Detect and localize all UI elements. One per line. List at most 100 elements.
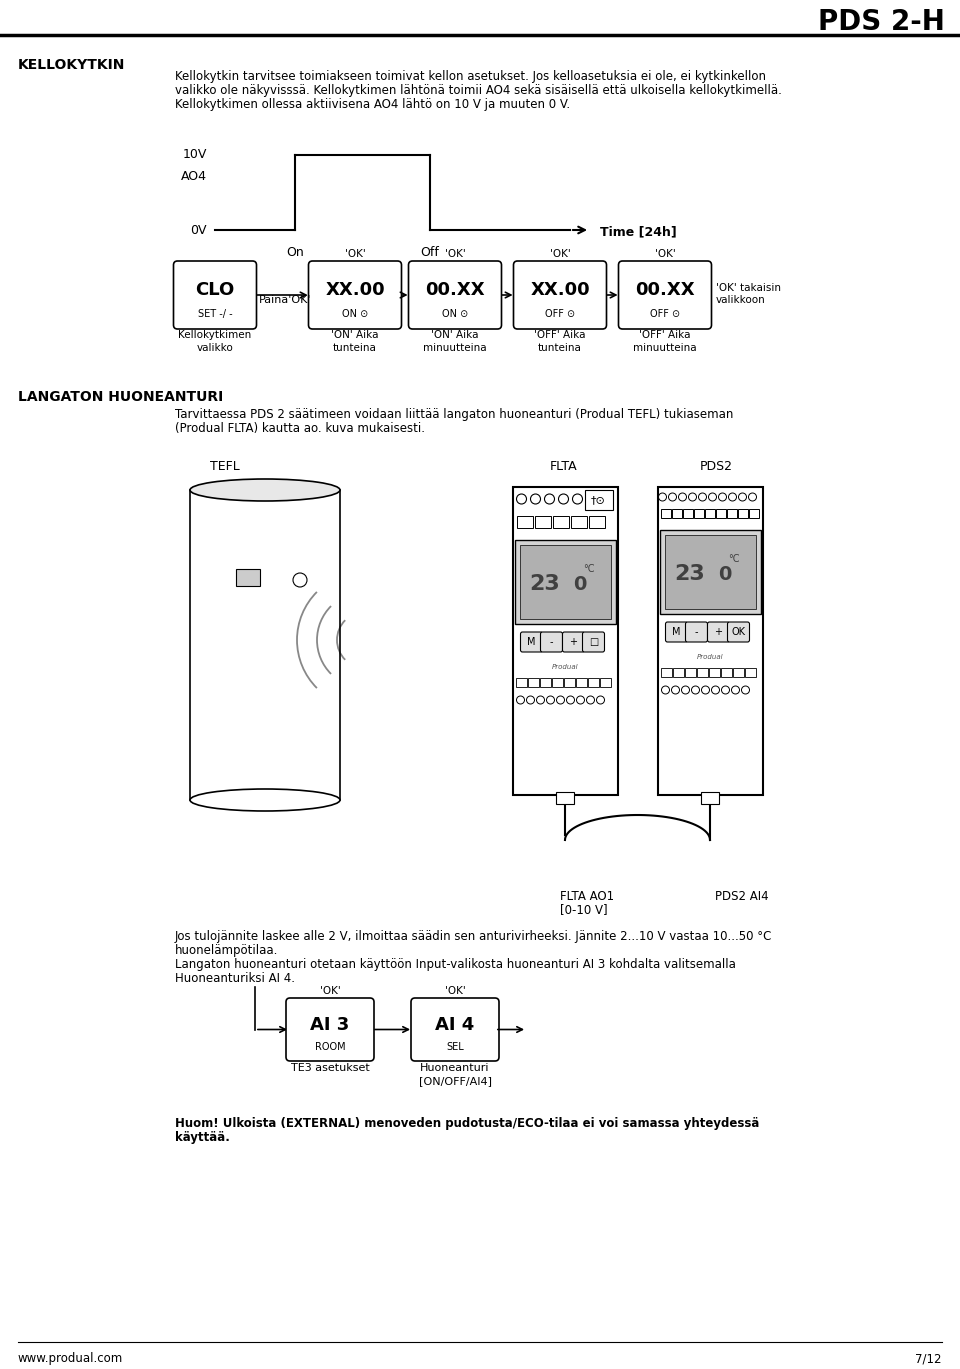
Text: Tarvittaessa PDS 2 säätimeen voidaan liittää langaton huoneanturi (Produal TEFL): Tarvittaessa PDS 2 säätimeen voidaan lii… <box>175 408 733 422</box>
FancyBboxPatch shape <box>600 678 611 686</box>
FancyBboxPatch shape <box>749 508 759 517</box>
Text: AI 4: AI 4 <box>436 1016 474 1034</box>
FancyBboxPatch shape <box>685 668 696 676</box>
FancyBboxPatch shape <box>514 261 607 329</box>
Text: 'OK': 'OK' <box>655 249 676 259</box>
FancyBboxPatch shape <box>661 668 672 676</box>
Text: 'OK': 'OK' <box>444 249 466 259</box>
FancyBboxPatch shape <box>564 678 575 686</box>
FancyBboxPatch shape <box>174 261 256 329</box>
Text: TE3 asetukset: TE3 asetukset <box>291 1062 370 1073</box>
FancyBboxPatch shape <box>286 998 374 1061</box>
FancyBboxPatch shape <box>683 508 693 517</box>
FancyBboxPatch shape <box>409 261 501 329</box>
FancyBboxPatch shape <box>664 535 756 609</box>
Text: 0: 0 <box>573 575 587 594</box>
Text: Produal: Produal <box>697 654 723 660</box>
FancyBboxPatch shape <box>708 622 730 642</box>
FancyBboxPatch shape <box>673 668 684 676</box>
Text: Jos tulojännite laskee alle 2 V, ilmoittaa säädin sen anturivirheeksi. Jännite 2: Jos tulojännite laskee alle 2 V, ilmoitt… <box>175 930 773 943</box>
Ellipse shape <box>190 789 340 810</box>
FancyBboxPatch shape <box>588 678 599 686</box>
FancyBboxPatch shape <box>570 516 587 528</box>
FancyBboxPatch shape <box>563 632 585 652</box>
Text: Huoneanturi: Huoneanturi <box>420 1062 490 1073</box>
Text: ROOM: ROOM <box>315 1042 346 1053</box>
Text: °C: °C <box>583 564 594 574</box>
FancyBboxPatch shape <box>705 508 715 517</box>
Text: PDS2: PDS2 <box>700 460 733 474</box>
Text: -: - <box>695 627 698 637</box>
Text: FLTA: FLTA <box>550 460 578 474</box>
FancyBboxPatch shape <box>308 261 401 329</box>
FancyBboxPatch shape <box>709 668 720 676</box>
Text: AI 3: AI 3 <box>310 1016 349 1034</box>
FancyBboxPatch shape <box>411 998 499 1061</box>
FancyBboxPatch shape <box>515 539 615 624</box>
Text: ON ⊙: ON ⊙ <box>442 309 468 319</box>
Text: 'OK': 'OK' <box>320 986 341 997</box>
Text: OFF ⊙: OFF ⊙ <box>545 309 575 319</box>
FancyBboxPatch shape <box>588 516 605 528</box>
Text: 23: 23 <box>529 574 560 594</box>
Text: †⊙: †⊙ <box>591 496 606 505</box>
Text: SET -/ -: SET -/ - <box>198 309 232 319</box>
Text: 'OK' takaisin: 'OK' takaisin <box>715 283 780 293</box>
Text: 00.XX: 00.XX <box>636 281 695 300</box>
Text: Huom! Ulkoista (EXTERNAL) menoveden pudotusta/ECO-tilaa ei voi samassa yhteydess: Huom! Ulkoista (EXTERNAL) menoveden pudo… <box>175 1117 759 1129</box>
FancyBboxPatch shape <box>716 508 726 517</box>
Text: käyttää.: käyttää. <box>175 1131 229 1144</box>
Text: LANGATON HUONEANTURI: LANGATON HUONEANTURI <box>18 390 224 404</box>
Text: valikko: valikko <box>197 344 233 353</box>
FancyBboxPatch shape <box>665 622 687 642</box>
Text: Langaton huoneanturi otetaan käyttöön Input-valikosta huoneanturi AI 3 kohdalta : Langaton huoneanturi otetaan käyttöön In… <box>175 958 736 971</box>
FancyBboxPatch shape <box>701 793 719 804</box>
FancyBboxPatch shape <box>585 490 612 511</box>
Text: TEFL: TEFL <box>210 460 240 474</box>
Text: 7/12: 7/12 <box>916 1353 942 1365</box>
Text: Kellokytkin tarvitsee toimiakseen toimivat kellon asetukset. Jos kelloasetuksia : Kellokytkin tarvitsee toimiakseen toimiv… <box>175 70 766 84</box>
Text: [ON/OFF/AI4]: [ON/OFF/AI4] <box>419 1076 492 1086</box>
FancyBboxPatch shape <box>618 261 711 329</box>
FancyBboxPatch shape <box>236 570 260 586</box>
Text: PDS 2-H: PDS 2-H <box>818 8 945 36</box>
FancyBboxPatch shape <box>513 487 617 795</box>
Text: OK: OK <box>732 627 746 637</box>
Ellipse shape <box>190 479 340 501</box>
FancyBboxPatch shape <box>733 668 744 676</box>
Text: Produal: Produal <box>552 664 578 669</box>
Text: Kellokytkimen: Kellokytkimen <box>179 330 252 340</box>
FancyBboxPatch shape <box>576 678 587 686</box>
FancyBboxPatch shape <box>540 632 563 652</box>
Text: 'ON' Aika: 'ON' Aika <box>331 330 379 340</box>
FancyBboxPatch shape <box>519 545 611 619</box>
Text: valikko ole näkyvisssä. Kellokytkimen lähtönä toimii AO4 sekä sisäisellä että ul: valikko ole näkyvisssä. Kellokytkimen lä… <box>175 84 781 97</box>
Polygon shape <box>190 490 340 799</box>
Text: 'OK': 'OK' <box>345 249 366 259</box>
Text: Off: Off <box>420 246 440 259</box>
FancyBboxPatch shape <box>728 622 750 642</box>
Text: AO4: AO4 <box>181 171 207 183</box>
Text: ON ⊙: ON ⊙ <box>342 309 368 319</box>
FancyBboxPatch shape <box>685 622 708 642</box>
Text: 'ON' Aika: 'ON' Aika <box>431 330 479 340</box>
FancyBboxPatch shape <box>697 668 708 676</box>
Text: °C: °C <box>728 554 739 564</box>
Text: minuutteina: minuutteina <box>423 344 487 353</box>
FancyBboxPatch shape <box>660 530 760 615</box>
Text: M: M <box>672 627 681 637</box>
Text: 'OK': 'OK' <box>550 249 570 259</box>
FancyBboxPatch shape <box>516 678 527 686</box>
Text: 23: 23 <box>674 564 705 585</box>
Text: -: - <box>550 637 553 648</box>
Text: tunteina: tunteina <box>333 344 377 353</box>
FancyBboxPatch shape <box>535 516 550 528</box>
Text: www.produal.com: www.produal.com <box>18 1353 123 1365</box>
Text: tunteina: tunteina <box>538 344 582 353</box>
FancyBboxPatch shape <box>738 508 748 517</box>
Text: huonelämpötilaa.: huonelämpötilaa. <box>175 945 278 957</box>
Text: +: + <box>569 637 578 648</box>
Text: Huoneanturiksi AI 4.: Huoneanturiksi AI 4. <box>175 972 295 986</box>
Text: 'OK': 'OK' <box>444 986 466 997</box>
Text: [0-10 V]: [0-10 V] <box>560 904 608 916</box>
